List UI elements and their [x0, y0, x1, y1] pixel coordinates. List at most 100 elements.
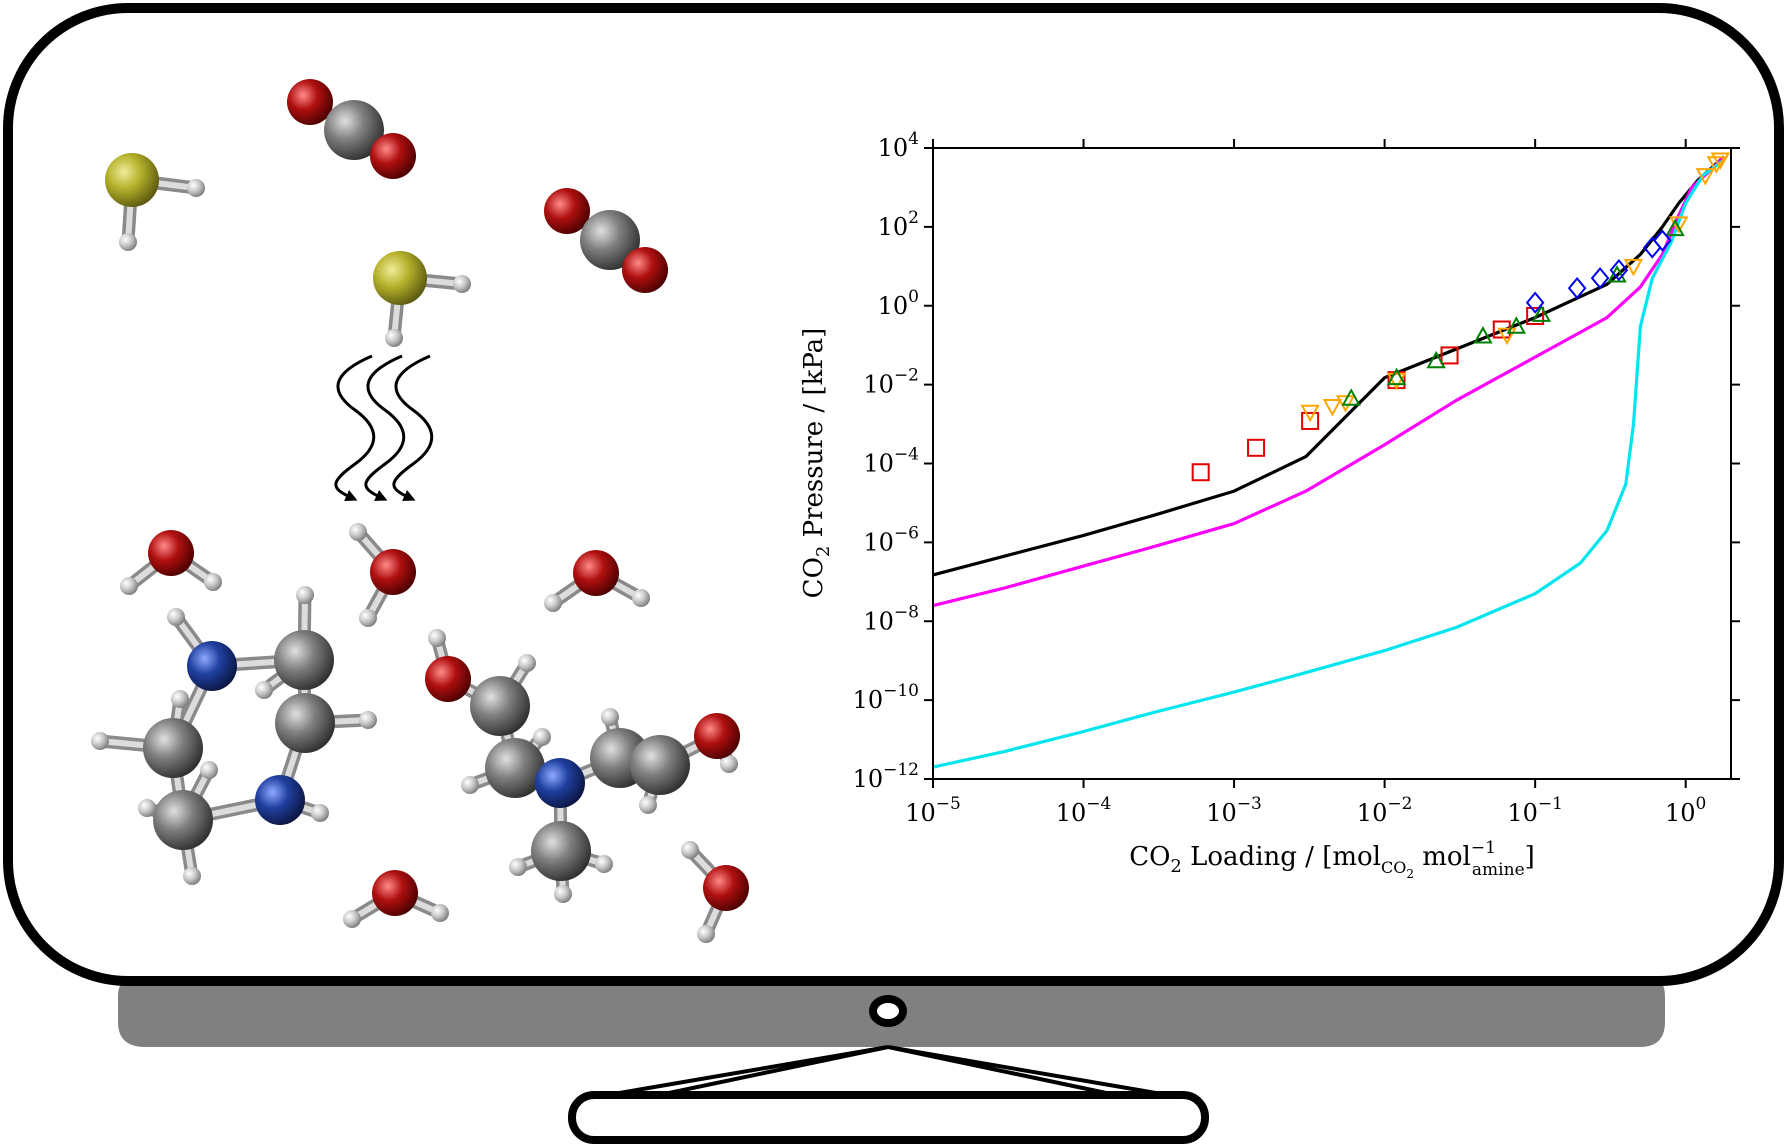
h2s-molecule	[105, 153, 205, 251]
hydrogen-atom	[200, 761, 218, 779]
mdea-molecule	[425, 629, 740, 903]
y-tick-label: 102	[878, 208, 919, 241]
hydrogen-atom	[359, 609, 377, 627]
y-axis-label: CO2 Pressure / [kPa]	[799, 328, 834, 599]
co2-molecule	[544, 188, 668, 293]
carbon-atom	[470, 676, 530, 736]
data-point-square	[1301, 411, 1320, 430]
data-point-square	[1191, 463, 1210, 482]
hydrogen-atom	[428, 629, 446, 647]
data-point-triangle-down	[1497, 327, 1517, 346]
oxygen-atom	[622, 247, 668, 293]
hydrogen-atom	[533, 728, 551, 746]
oxygen-atom	[372, 870, 418, 916]
hydrogen-atom	[296, 586, 314, 604]
x-tick-label: 10−1	[1507, 794, 1563, 827]
hydrogen-atom	[359, 711, 377, 729]
x-tick-label: 100	[1665, 794, 1706, 827]
nitrogen-atom	[535, 758, 585, 808]
oxygen-atom	[544, 188, 590, 234]
data-point-diamond	[1525, 291, 1545, 314]
y-tick-label: 10−4	[863, 445, 919, 478]
hydrogen-atom	[601, 708, 619, 726]
data-point-triangle-down	[1300, 404, 1320, 423]
y-tick-label: 10−6	[863, 523, 919, 556]
water-molecule	[681, 841, 749, 943]
hydrogen-atom	[431, 904, 449, 922]
data-point-triangle-up	[1665, 218, 1685, 237]
oxygen-atom	[370, 549, 416, 595]
x-tick-label: 10−5	[905, 794, 961, 827]
x-tick-label: 10−4	[1056, 794, 1112, 827]
carbon-atom	[274, 630, 334, 690]
series-line-2	[932, 158, 1726, 769]
stand-button-icon	[869, 995, 907, 1027]
y-tick-label: 104	[878, 129, 919, 162]
hydrogen-atom	[311, 804, 329, 822]
data-point-triangle-down	[1695, 168, 1716, 186]
hydrogen-atom	[343, 910, 361, 928]
hydrogen-atom	[720, 755, 738, 773]
chart-lines	[932, 155, 1726, 769]
hydrogen-atom	[697, 925, 715, 943]
hydrogen-atom	[183, 867, 201, 885]
x-axis-label: CO2 Loading / [molCO2 mol−1 amine]	[1129, 838, 1535, 881]
y-tick-label: 10−2	[863, 366, 919, 399]
carbon-atom	[153, 790, 213, 850]
data-point-triangle-up	[1341, 388, 1361, 406]
data-point-diamond	[1653, 229, 1672, 252]
data-point-triangle-up	[1473, 326, 1493, 344]
data-point-triangle-up	[1531, 304, 1552, 322]
y-tick-label: 10−10	[853, 681, 919, 714]
water-molecule	[349, 523, 416, 627]
oxygen-atom	[573, 550, 619, 596]
data-point-triangle-up	[1386, 367, 1407, 386]
hydrogen-atom	[119, 233, 137, 251]
wavy-arrows-icon	[334, 354, 434, 501]
sulfur-atom	[373, 251, 427, 305]
molecule-illustration	[91, 79, 749, 943]
sulfur-atom	[105, 153, 159, 207]
hydrogen-atom	[554, 885, 572, 903]
carbon-atom	[630, 735, 690, 795]
stand-base	[568, 1091, 1209, 1144]
stand-neck	[589, 1045, 1186, 1100]
data-point-square	[1526, 306, 1545, 325]
data-point-triangle-down	[1710, 152, 1731, 170]
hydrogen-atom	[544, 594, 562, 612]
y-tick-label: 100	[878, 287, 919, 320]
hydrogen-atom	[595, 855, 613, 873]
monitor-stand	[118, 976, 1665, 1144]
carbon-atom	[275, 693, 335, 753]
data-point-diamond	[1590, 267, 1610, 290]
data-point-triangle-down	[1623, 258, 1644, 277]
co2-molecule	[287, 79, 416, 179]
oxygen-atom	[287, 79, 333, 125]
x-tick-label: 10−3	[1206, 794, 1262, 827]
data-point-triangle-down	[1669, 216, 1689, 234]
data-point-triangle-up	[1426, 350, 1446, 369]
hydrogen-atom	[171, 690, 189, 708]
oxygen-atom	[425, 656, 471, 702]
water-molecule	[544, 550, 650, 612]
data-point-diamond	[1609, 258, 1629, 282]
hydrogen-atom	[167, 608, 185, 626]
hydrogen-atom	[681, 841, 699, 859]
oxygen-atom	[148, 530, 194, 576]
hydrogen-atom	[91, 732, 109, 750]
hydrogen-atom	[349, 523, 367, 541]
oxygen-atom	[703, 865, 749, 911]
hydrogen-atom	[204, 573, 222, 591]
data-point-triangle-down	[1322, 399, 1343, 417]
hydrogen-atom	[385, 329, 403, 347]
x-tick-label: 10−2	[1357, 794, 1413, 827]
hydrogen-atom	[509, 858, 527, 876]
hydrogen-atom	[255, 681, 273, 699]
data-point-diamond	[1567, 276, 1587, 300]
data-point-triangle-down	[1706, 156, 1727, 174]
hydrogen-atom	[138, 799, 156, 817]
carbon-atom	[531, 821, 591, 881]
carbon-atom	[485, 738, 545, 798]
h2s-molecule	[373, 251, 471, 347]
